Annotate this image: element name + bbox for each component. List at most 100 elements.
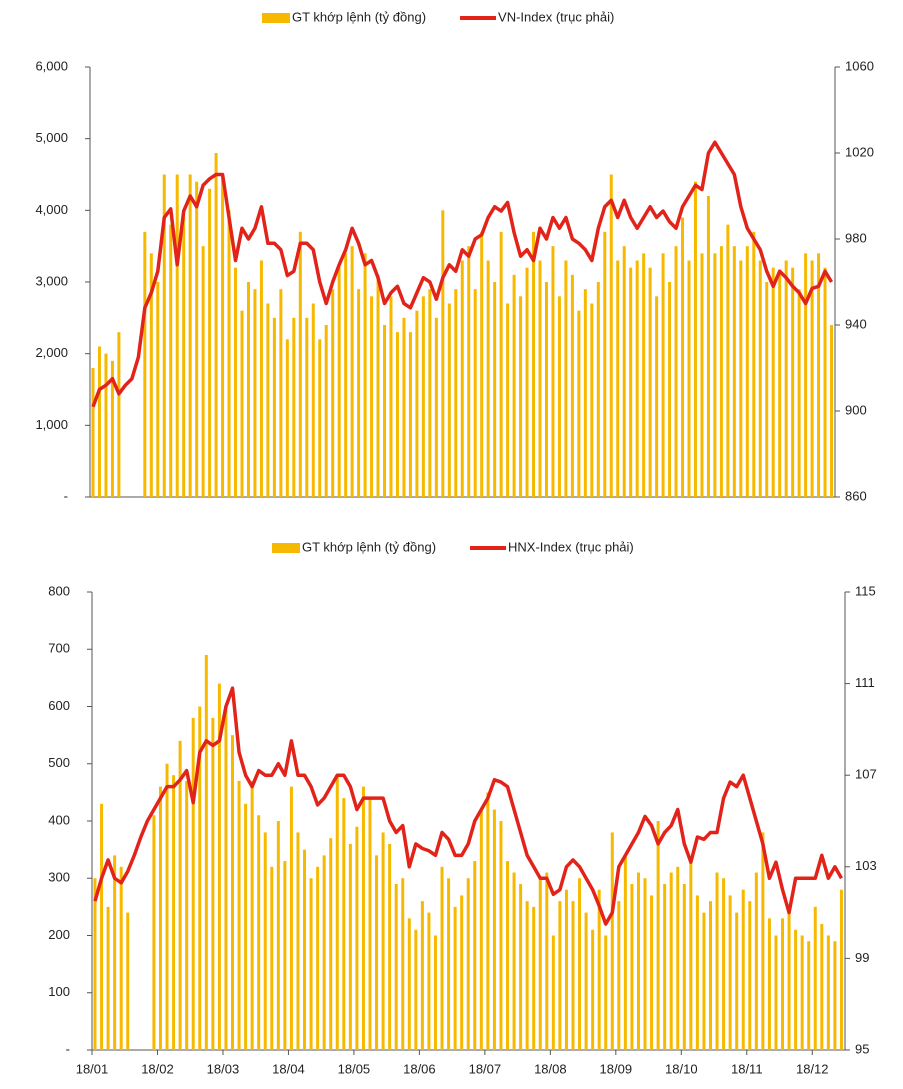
bar [557, 296, 561, 497]
bar [191, 717, 195, 1050]
bar [830, 325, 834, 497]
bar [100, 803, 104, 1050]
bar [350, 246, 354, 497]
bar [113, 855, 117, 1050]
y2-tick-label: 1060 [845, 58, 874, 73]
bar [149, 253, 153, 497]
bar [512, 872, 516, 1050]
y-tick-label: 500 [48, 755, 70, 770]
bar [447, 878, 451, 1050]
bar [584, 912, 588, 1050]
bar [682, 883, 686, 1050]
bar [739, 260, 743, 497]
bar [519, 296, 523, 497]
bar [289, 786, 293, 1050]
bar [767, 918, 771, 1050]
bar [735, 912, 739, 1050]
bar [564, 260, 568, 497]
x-tick-label: 18/06 [403, 1061, 436, 1076]
y2-tick-label: 107 [855, 767, 877, 782]
bar [745, 246, 749, 497]
bar [348, 843, 352, 1050]
bar [375, 855, 379, 1050]
y-tick-label: - [66, 1041, 70, 1056]
bar [603, 231, 607, 498]
bar [761, 832, 765, 1050]
bar [331, 289, 335, 497]
bar [257, 815, 261, 1050]
bar [395, 332, 399, 497]
bar [394, 883, 398, 1050]
bar [797, 289, 801, 497]
bar [499, 231, 503, 498]
bar [781, 918, 785, 1050]
bar [344, 253, 348, 497]
bar [322, 855, 326, 1050]
bar [143, 231, 147, 498]
bar [486, 260, 490, 497]
bar [231, 735, 235, 1050]
bar [311, 303, 315, 497]
bar [656, 821, 660, 1050]
bar [810, 260, 814, 497]
bar [590, 303, 594, 497]
bar [778, 274, 782, 497]
y-tick-label: 300 [48, 870, 70, 885]
bar [558, 901, 562, 1050]
bar [676, 866, 680, 1050]
y-tick-label: - [64, 488, 68, 503]
bar [198, 706, 202, 1050]
bar [337, 267, 341, 497]
bar [650, 895, 654, 1050]
bar [276, 821, 280, 1050]
bar [441, 210, 445, 498]
bar [117, 332, 121, 497]
bar [726, 224, 730, 497]
bar [643, 878, 647, 1050]
bar [839, 889, 843, 1050]
x-tick-label: 18/08 [534, 1061, 567, 1076]
bar [635, 260, 639, 497]
x-tick-label: 18/02 [141, 1061, 174, 1076]
bar [532, 906, 536, 1050]
bar [182, 210, 186, 498]
bar [722, 878, 726, 1050]
bar [283, 861, 287, 1050]
legend-label: HNX-Index (trục phải) [508, 539, 634, 554]
bar [250, 780, 254, 1050]
bar [800, 935, 804, 1050]
bar [570, 274, 574, 497]
bar [246, 282, 250, 497]
bar [617, 901, 621, 1050]
bar [741, 889, 745, 1050]
bar [663, 883, 667, 1050]
y-tick-label: 800 [48, 583, 70, 598]
bar [473, 861, 477, 1050]
bar [110, 360, 114, 497]
bar [298, 231, 302, 498]
bar [752, 231, 756, 498]
bar [629, 267, 633, 497]
y-tick-label: 200 [48, 927, 70, 942]
bar [833, 941, 837, 1050]
legend-label: GT khớp lệnh (tỷ đồng) [302, 539, 436, 554]
bar [512, 274, 516, 497]
bar [408, 332, 412, 497]
bar [201, 246, 205, 497]
bar [211, 717, 215, 1050]
bar [240, 310, 244, 497]
bar [623, 855, 627, 1050]
x-tick-label: 18/01 [76, 1061, 109, 1076]
bar [402, 317, 406, 497]
bar [499, 821, 503, 1050]
bar [368, 798, 372, 1050]
bar [292, 317, 296, 497]
bar [106, 906, 110, 1050]
y-tick-label: 1,000 [35, 417, 68, 432]
bar [787, 912, 791, 1050]
bar [296, 832, 300, 1050]
bar [195, 181, 199, 497]
bar [791, 267, 795, 497]
bar [355, 826, 359, 1050]
y2-tick-label: 980 [845, 230, 867, 245]
